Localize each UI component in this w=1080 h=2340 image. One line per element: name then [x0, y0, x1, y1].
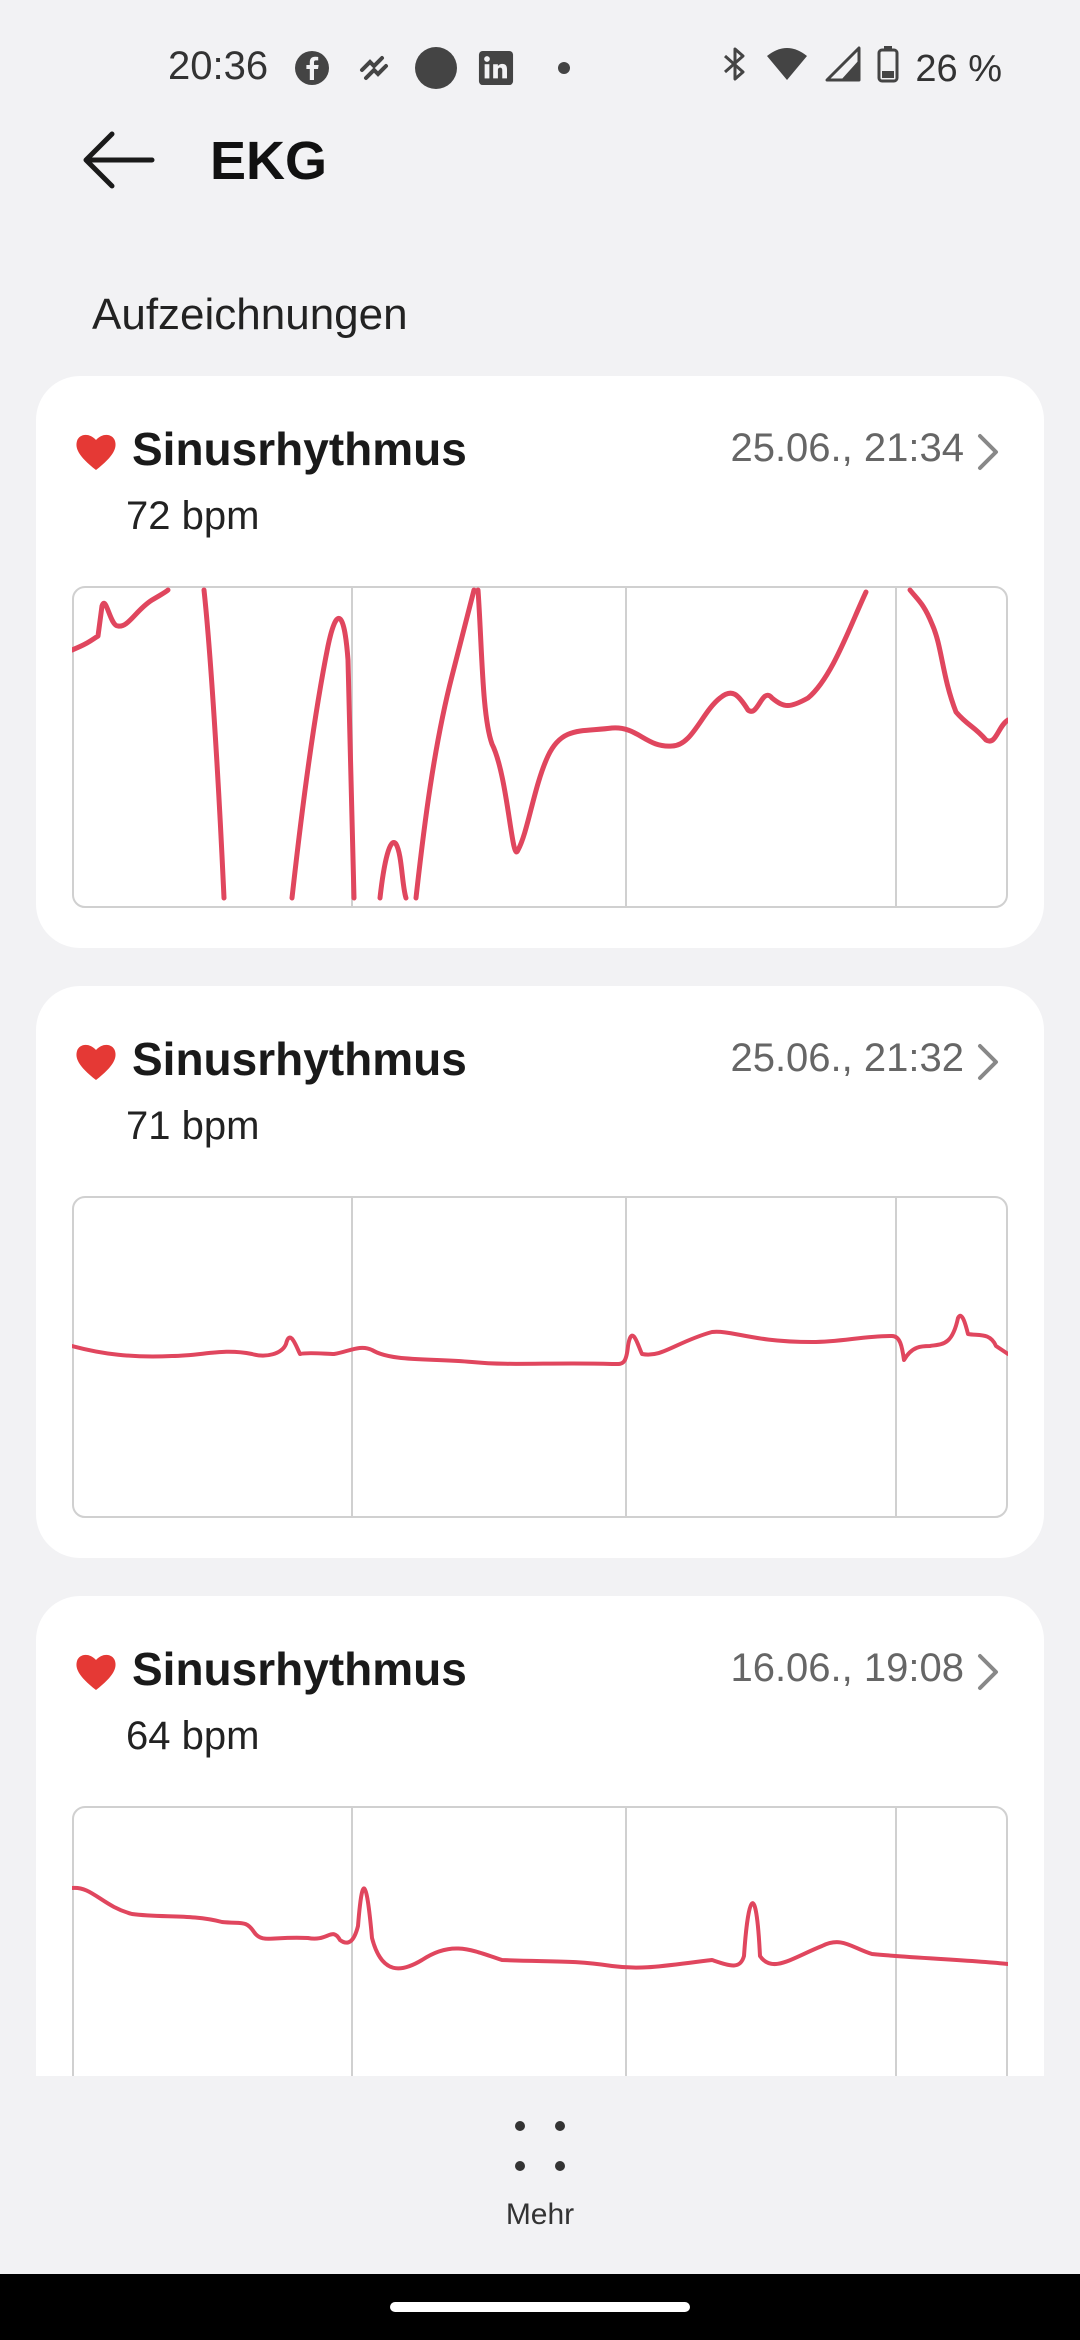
heart-icon — [76, 434, 116, 470]
record-datetime: 25.06., 21:32 — [730, 1036, 964, 1080]
record-card[interactable]: Sinusrhythmus 16.06., 19:08 64 bpm — [36, 1596, 1044, 2076]
status-bar: 20:36 26 % — [0, 0, 1080, 140]
page-title: EKG — [210, 131, 328, 191]
app-header: EKG — [0, 120, 1080, 200]
ecg-frame — [72, 1196, 1008, 1518]
system-nav-bar — [0, 2274, 1080, 2340]
dot-icon — [546, 50, 582, 86]
ecg-waveform-chart — [72, 1196, 1008, 1518]
chevron-right-icon[interactable] — [976, 1042, 1002, 1082]
circle-icon — [414, 46, 458, 90]
rhythm-label: Sinusrhythmus — [132, 1033, 467, 1085]
battery-icon — [877, 45, 899, 93]
linkedin-icon — [478, 50, 514, 86]
chevron-right-icon[interactable] — [976, 432, 1002, 472]
record-datetime: 25.06., 21:34 — [730, 426, 964, 470]
rhythm-label: Sinusrhythmus — [132, 423, 467, 475]
status-right-group: 26 % — [721, 44, 1002, 94]
four-dots-icon[interactable] — [512, 2118, 568, 2174]
wifi-icon — [765, 46, 809, 92]
rhythm-label: Sinusrhythmus — [132, 1643, 467, 1695]
bluetooth-icon — [721, 44, 749, 94]
bpm-value: 64 bpm — [126, 1714, 260, 1758]
section-label: Aufzeichnungen — [92, 290, 408, 339]
ecg-trace — [72, 587, 1008, 901]
ecg-trace — [72, 1885, 1008, 1971]
battery-percent: 26 % — [915, 47, 1002, 90]
ecg-trace — [72, 1314, 1008, 1367]
huawei-health-icon — [356, 50, 392, 86]
bpm-value: 71 bpm — [126, 1104, 260, 1148]
chevron-right-icon[interactable] — [976, 1652, 1002, 1692]
home-indicator[interactable] — [390, 2302, 690, 2312]
record-card[interactable]: Sinusrhythmus 25.06., 21:32 71 bpm — [36, 986, 1044, 1558]
heart-icon — [76, 1044, 116, 1080]
heart-icon — [76, 1654, 116, 1690]
more-button[interactable]: Mehr — [505, 2198, 575, 2231]
bottom-bar: Mehr — [0, 2076, 1080, 2274]
records-list[interactable]: Sinusrhythmus 25.06., 21:34 72 bpm Sinus… — [0, 376, 1080, 2076]
cell-signal-icon — [825, 46, 861, 92]
status-time: 20:36 — [168, 44, 269, 88]
bpm-value: 72 bpm — [126, 494, 260, 538]
record-datetime: 16.06., 19:08 — [730, 1646, 964, 1690]
ecg-waveform-chart — [72, 1806, 1008, 2076]
facebook-icon — [294, 50, 330, 86]
ecg-waveform-chart — [72, 586, 1008, 908]
back-arrow-icon[interactable] — [80, 128, 156, 192]
record-card[interactable]: Sinusrhythmus 25.06., 21:34 72 bpm — [36, 376, 1044, 948]
ecg-frame — [72, 1806, 1008, 2076]
ecg-frame — [72, 586, 1008, 908]
